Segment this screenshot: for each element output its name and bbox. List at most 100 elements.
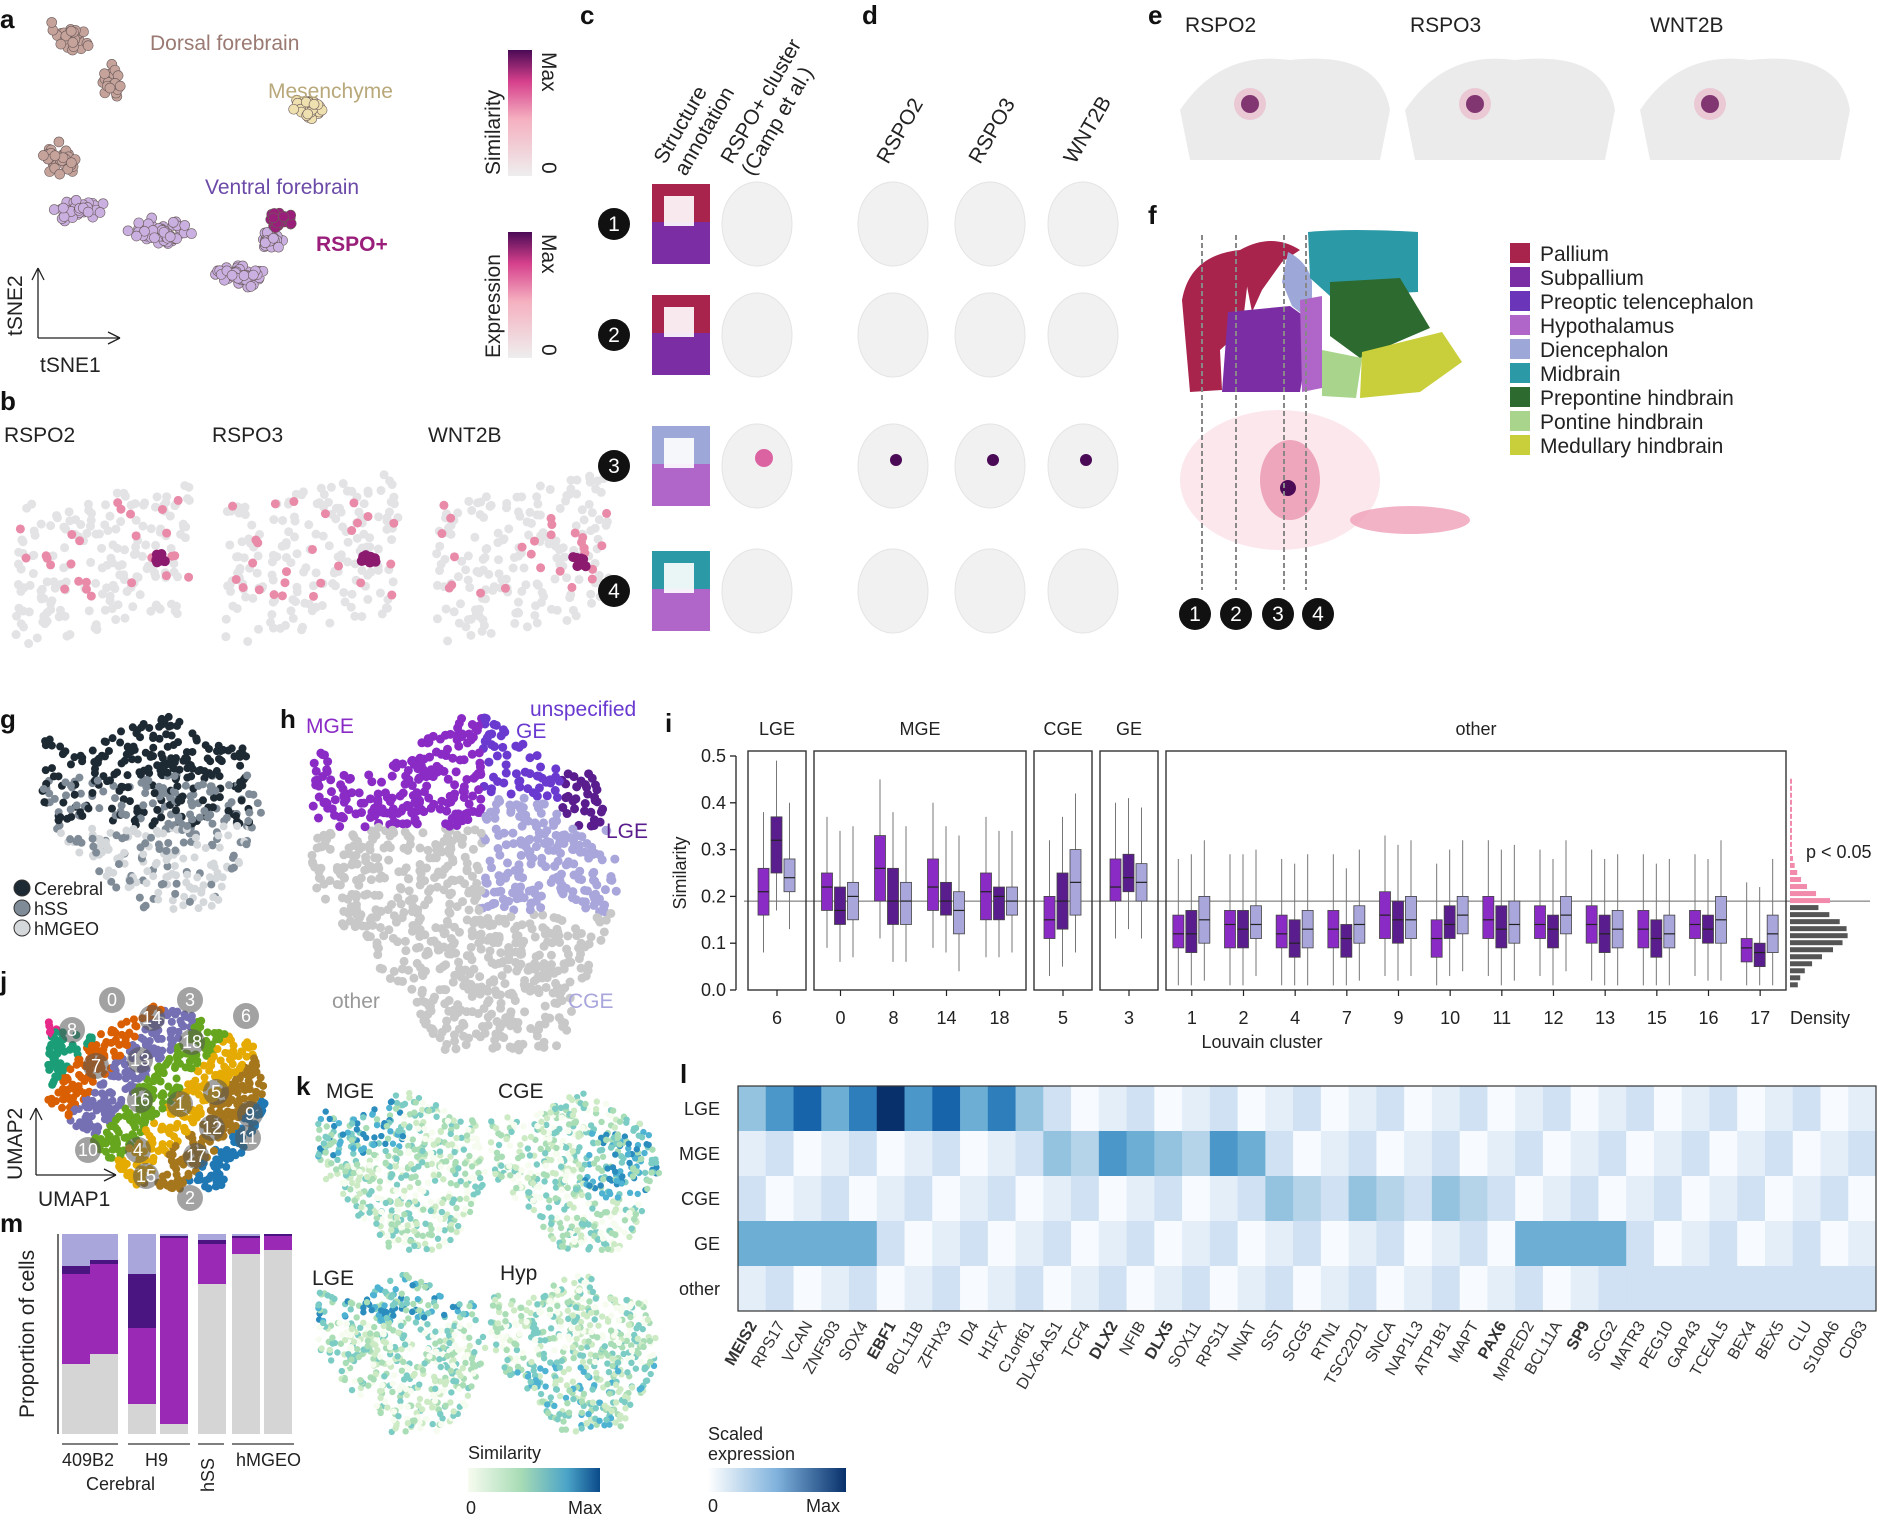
umap-point — [136, 843, 145, 852]
umap-point — [440, 1044, 450, 1054]
umap-point — [171, 1142, 180, 1151]
umap-point — [203, 754, 212, 763]
umap-point — [520, 767, 530, 777]
umap-point — [471, 1029, 481, 1039]
box-iqr — [1185, 910, 1198, 953]
umap-point — [544, 845, 554, 855]
umap-point — [487, 1009, 497, 1019]
umap-point — [312, 883, 322, 893]
tsne-bg-point — [481, 492, 491, 502]
tsne-bg-point — [602, 517, 612, 527]
umap-point — [139, 808, 148, 817]
umap-point — [108, 1096, 117, 1105]
tsne-expr-point — [280, 578, 290, 588]
umap-point — [441, 1123, 448, 1130]
umap-point — [626, 1233, 633, 1241]
tsne-bg-point — [146, 606, 156, 616]
legend-swatch — [1510, 363, 1530, 383]
umap-point — [459, 792, 469, 802]
umap-point — [540, 1223, 547, 1231]
tsne-bg-point — [478, 615, 488, 625]
e-gene-rspo3: RSPO3 — [1410, 14, 1481, 37]
umap-point — [193, 840, 202, 849]
tsne-expr-point — [281, 567, 291, 577]
umap-point — [314, 792, 324, 802]
umap-point — [75, 1118, 84, 1127]
tsne-expr-point — [228, 501, 238, 511]
umap-point — [373, 1220, 380, 1227]
umap-point — [183, 870, 192, 879]
umap-point — [536, 762, 546, 772]
umap-point — [360, 1145, 368, 1152]
umap-point — [479, 1181, 486, 1189]
umap-point — [467, 931, 477, 941]
tsne-bg-point — [513, 607, 523, 617]
tsne-bg-point — [11, 630, 21, 640]
umap-point — [393, 1181, 401, 1188]
legend-label: Pontine hindbrain — [1540, 411, 1703, 434]
umap-point — [485, 856, 495, 866]
legend-swatch — [1510, 243, 1530, 263]
tsne-bg-point — [268, 550, 278, 560]
sagittal-hotspot — [1466, 95, 1484, 113]
umap-point — [174, 738, 183, 747]
umap-point — [46, 1061, 55, 1070]
umap-point — [501, 840, 511, 850]
umap-point — [511, 931, 521, 941]
umap-point — [194, 781, 203, 790]
umap-point — [173, 782, 182, 791]
umap-point — [543, 1115, 551, 1122]
umap-point — [124, 1109, 133, 1118]
umap-point — [572, 782, 582, 792]
umap-point — [256, 808, 265, 817]
cluster-label: 12 — [202, 1118, 222, 1138]
umap-point — [322, 1175, 330, 1183]
umap-point — [367, 1203, 374, 1210]
cluster-label: 13 — [130, 1050, 150, 1070]
umap-point — [420, 900, 430, 910]
umap-point — [316, 748, 326, 758]
tsne-bg-point — [323, 497, 333, 507]
cluster-tick-label: 5 — [1058, 1008, 1068, 1028]
tsne-bg-point — [161, 497, 171, 507]
tsne-bg-point — [454, 618, 464, 628]
umap-point — [118, 834, 127, 843]
sagittal-hotspot — [1241, 95, 1259, 113]
umap-point — [363, 1173, 371, 1181]
umap-point — [494, 914, 504, 924]
umap-point — [114, 860, 123, 869]
umap-point — [542, 791, 552, 801]
y-tick-label: 0.1 — [701, 933, 726, 953]
umap-point — [101, 1102, 110, 1111]
legend-label: hMGEO — [34, 919, 99, 939]
umap-point — [199, 898, 208, 907]
umap-point — [122, 810, 131, 819]
tsne-bg-point — [502, 498, 512, 508]
umap-point — [553, 1144, 560, 1152]
tsne-bg-point — [509, 553, 519, 563]
umap-point — [644, 1185, 651, 1192]
umap-point — [655, 1169, 663, 1177]
umap-point — [508, 828, 518, 838]
umap-point — [538, 910, 548, 920]
tsne-expr-point — [15, 524, 25, 534]
density-bar — [1790, 806, 1792, 812]
umap-point — [153, 1070, 162, 1079]
tsne-bg-point — [312, 499, 322, 509]
umap-point — [406, 1089, 413, 1097]
umap-point — [463, 815, 473, 825]
k-title-lge: LGE — [312, 1267, 354, 1290]
umap-point — [585, 1200, 592, 1207]
umap-point — [111, 794, 120, 803]
umap-point — [185, 897, 194, 906]
tsne-bg-point — [328, 578, 338, 588]
umap-point — [413, 905, 423, 915]
umap-point — [472, 861, 482, 871]
umap-point — [159, 829, 168, 838]
tsne-high-point — [576, 553, 587, 564]
tsne-bg-point — [120, 613, 130, 623]
umap-point — [372, 941, 382, 951]
similarity-hotspot — [755, 449, 773, 467]
umap-point — [486, 863, 496, 873]
umap-point — [119, 1165, 128, 1174]
